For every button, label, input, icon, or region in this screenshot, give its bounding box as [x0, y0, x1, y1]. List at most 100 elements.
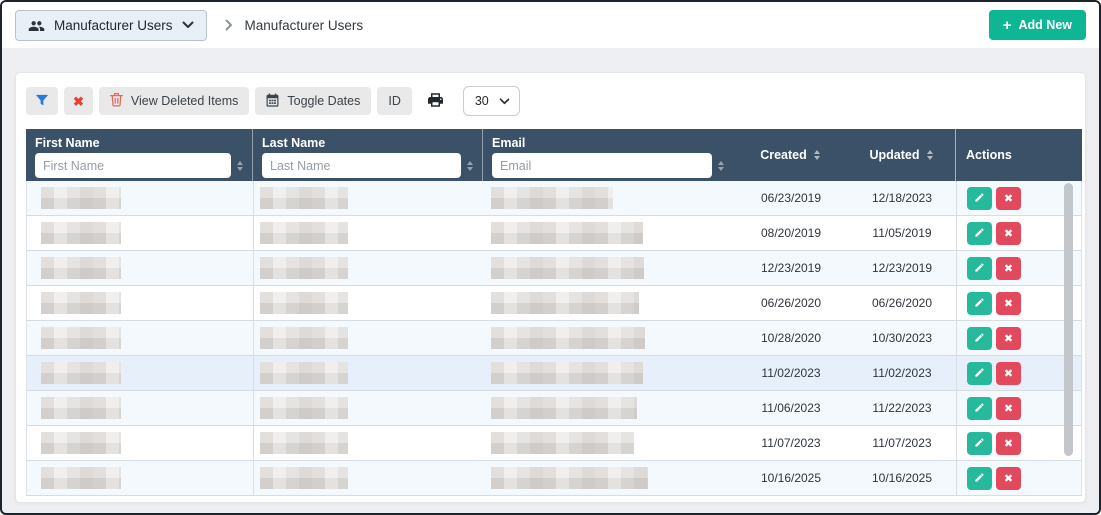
column-header-last-name: Last Name: [253, 129, 483, 181]
updated-date-cell: 11/07/2023: [872, 436, 932, 450]
delete-button[interactable]: ✖: [996, 466, 1021, 490]
redacted-first-name: [41, 327, 121, 349]
clear-filters-button[interactable]: ✖: [64, 87, 93, 115]
edit-button[interactable]: [967, 361, 992, 385]
column-header-created[interactable]: Created: [733, 129, 847, 181]
redacted-first-name: [41, 397, 121, 419]
table-row: 11/07/2023 11/07/2023 ✖: [27, 426, 1081, 461]
column-header-updated[interactable]: Updated: [847, 129, 955, 181]
first-name-filter-input[interactable]: [35, 153, 231, 178]
delete-button[interactable]: ✖: [996, 396, 1021, 420]
redacted-email: [491, 222, 643, 244]
pencil-icon: [974, 331, 985, 346]
column-header-actions: Actions: [955, 129, 1082, 181]
edit-button[interactable]: [967, 186, 992, 210]
edit-button[interactable]: [967, 326, 992, 350]
email-filter-input[interactable]: [492, 153, 712, 178]
edit-button[interactable]: [967, 256, 992, 280]
sort-updated-icon[interactable]: [926, 150, 933, 160]
filter-funnel-icon: [35, 93, 49, 110]
users-table: First Name Last Name: [26, 129, 1082, 496]
updated-date-cell: 12/18/2023: [871, 191, 933, 205]
updated-date-cell: 12/23/2019: [871, 261, 933, 275]
redacted-email: [491, 257, 644, 279]
toggle-dates-label: Toggle Dates: [287, 94, 361, 108]
delete-button[interactable]: ✖: [996, 256, 1021, 280]
updated-date-cell: 11/22/2023: [872, 401, 932, 415]
redacted-email: [491, 187, 613, 209]
created-date-cell: 12/23/2019: [760, 261, 822, 275]
redacted-email: [491, 362, 643, 384]
updated-date-cell: 06/26/2020: [871, 296, 933, 310]
delete-x-icon: ✖: [1003, 226, 1014, 240]
email-cell: [484, 181, 734, 215]
users-card: ✖ View Deleted Items Toggle Dates ID: [15, 72, 1086, 503]
email-cell: [484, 391, 734, 425]
page-size-select[interactable]: 30: [462, 86, 520, 116]
actions-cell: ✖: [956, 286, 1083, 320]
pencil-icon: [974, 366, 985, 381]
first-name-cell: [27, 356, 254, 390]
sort-last-name-icon[interactable]: [467, 160, 473, 171]
edit-button[interactable]: [967, 396, 992, 420]
manufacturer-users-menu-button[interactable]: Manufacturer Users: [15, 9, 207, 41]
breadcrumb-chevron-icon: [225, 19, 233, 31]
users-icon: [28, 18, 45, 32]
table-row: 06/26/2020 06/26/2020 ✖: [27, 286, 1081, 321]
sort-first-name-icon[interactable]: [237, 160, 243, 171]
last-name-filter-input[interactable]: [262, 153, 461, 178]
select-chevron-down-icon: [499, 94, 510, 108]
first-name-cell: [27, 216, 254, 250]
created-date-cell: 10/16/2025: [760, 471, 822, 485]
edit-button[interactable]: [967, 431, 992, 455]
first-name-cell: [27, 426, 254, 460]
last-name-cell: [254, 286, 484, 320]
delete-button[interactable]: ✖: [996, 221, 1021, 245]
email-cell: [484, 321, 734, 355]
updated-date-cell: 11/02/2023: [872, 366, 932, 380]
first-name-cell: [27, 286, 254, 320]
email-header-label: Email: [492, 136, 526, 150]
edit-button[interactable]: [967, 221, 992, 245]
last-name-cell: [254, 321, 484, 355]
delete-x-icon: ✖: [1003, 401, 1014, 415]
first-name-cell: [27, 181, 254, 215]
pencil-icon: [974, 191, 985, 206]
redacted-last-name: [260, 257, 348, 279]
table-toolbar: ✖ View Deleted Items Toggle Dates ID: [26, 86, 1077, 116]
add-new-button[interactable]: + Add New: [988, 10, 1086, 40]
delete-button[interactable]: ✖: [996, 361, 1021, 385]
email-cell: [484, 286, 734, 320]
sort-created-icon[interactable]: [813, 150, 820, 160]
delete-x-icon: ✖: [1003, 296, 1014, 310]
page-size-value: 30: [474, 94, 489, 108]
last-name-cell: [254, 461, 484, 495]
edit-button[interactable]: [967, 291, 992, 315]
created-date-cell: 06/23/2019: [760, 191, 822, 205]
created-date-cell: 11/06/2023: [761, 401, 821, 415]
delete-button[interactable]: ✖: [996, 431, 1021, 455]
toggle-dates-button[interactable]: Toggle Dates: [255, 87, 372, 115]
delete-button[interactable]: ✖: [996, 291, 1021, 315]
redacted-last-name: [260, 187, 348, 209]
page-content: ✖ View Deleted Items Toggle Dates ID: [2, 48, 1099, 513]
first-name-cell: [27, 461, 254, 495]
redacted-last-name: [260, 397, 348, 419]
edit-button[interactable]: [967, 466, 992, 490]
created-date-cell: 08/20/2019: [760, 226, 822, 240]
table-row: 11/06/2023 11/22/2023 ✖: [27, 391, 1081, 426]
delete-button[interactable]: ✖: [996, 326, 1021, 350]
column-header-first-name: First Name: [26, 129, 253, 181]
redacted-first-name: [41, 187, 121, 209]
sort-email-icon[interactable]: [718, 160, 724, 171]
actions-header-label: Actions: [966, 148, 1012, 162]
column-header-email: Email: [483, 129, 733, 181]
view-deleted-items-button[interactable]: View Deleted Items: [98, 87, 250, 115]
vertical-scrollbar-thumb[interactable]: [1064, 183, 1073, 456]
print-button[interactable]: [422, 91, 449, 112]
filter-button[interactable]: [26, 87, 58, 115]
id-button[interactable]: ID: [377, 87, 412, 115]
redacted-last-name: [260, 467, 348, 489]
delete-button[interactable]: ✖: [996, 186, 1021, 210]
